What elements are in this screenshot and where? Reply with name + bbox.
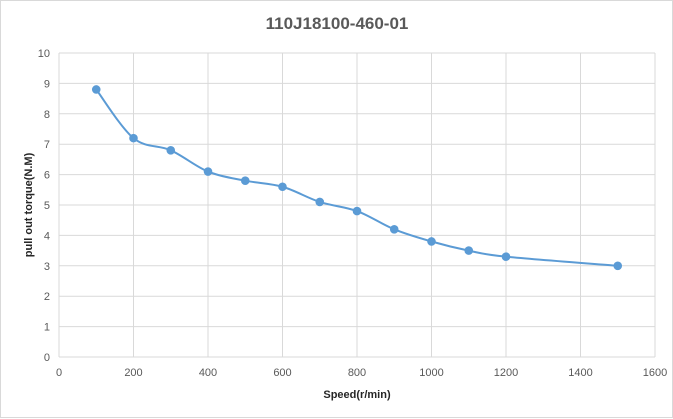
y-tick-label: 4 <box>44 230 50 242</box>
data-point <box>501 252 511 261</box>
y-tick-label: 9 <box>44 78 50 90</box>
data-point <box>240 176 250 185</box>
data-point <box>203 167 213 176</box>
x-tick-label: 400 <box>199 367 217 379</box>
data-point <box>129 133 138 143</box>
y-tick-label: 0 <box>44 352 50 364</box>
data-point <box>427 237 436 246</box>
data-point <box>166 145 176 155</box>
y-tick-label: 2 <box>44 291 50 303</box>
x-axis-label: Speed(r/min) <box>323 389 391 401</box>
y-tick-label: 1 <box>44 322 50 334</box>
series-group <box>91 85 623 271</box>
x-tick-label: 1200 <box>494 367 518 379</box>
y-tick-labels: 0 1 2 3 4 5 6 7 8 9 10 <box>38 48 50 364</box>
data-point <box>389 225 399 234</box>
y-tick-label: 6 <box>44 170 50 182</box>
data-point <box>315 197 325 207</box>
x-tick-label: 1400 <box>568 367 592 379</box>
x-tick-label: 0 <box>56 367 62 379</box>
x-tick-label: 1000 <box>419 367 443 379</box>
y-tick-label: 8 <box>44 109 50 121</box>
y-tick-label: 3 <box>44 261 50 273</box>
y-axis-label: pull out torque(N.M) <box>23 152 35 257</box>
y-tick-label: 5 <box>44 200 50 212</box>
data-point <box>91 85 101 94</box>
x-tick-label: 200 <box>124 367 142 379</box>
y-tick-label: 7 <box>44 139 50 151</box>
data-point <box>278 182 287 192</box>
data-point <box>352 206 362 216</box>
x-tick-label: 800 <box>348 367 366 379</box>
data-point <box>464 246 474 255</box>
x-tick-labels: 0 200 400 600 800 1000 1200 1400 1600 <box>56 367 667 379</box>
data-point <box>613 261 623 271</box>
y-tick-label: 10 <box>38 48 50 60</box>
chart-title: 110J18100-460-01 <box>266 14 409 33</box>
x-tick-label: 1600 <box>643 367 667 379</box>
grid-lines <box>58 52 656 358</box>
x-tick-label: 600 <box>273 367 291 379</box>
